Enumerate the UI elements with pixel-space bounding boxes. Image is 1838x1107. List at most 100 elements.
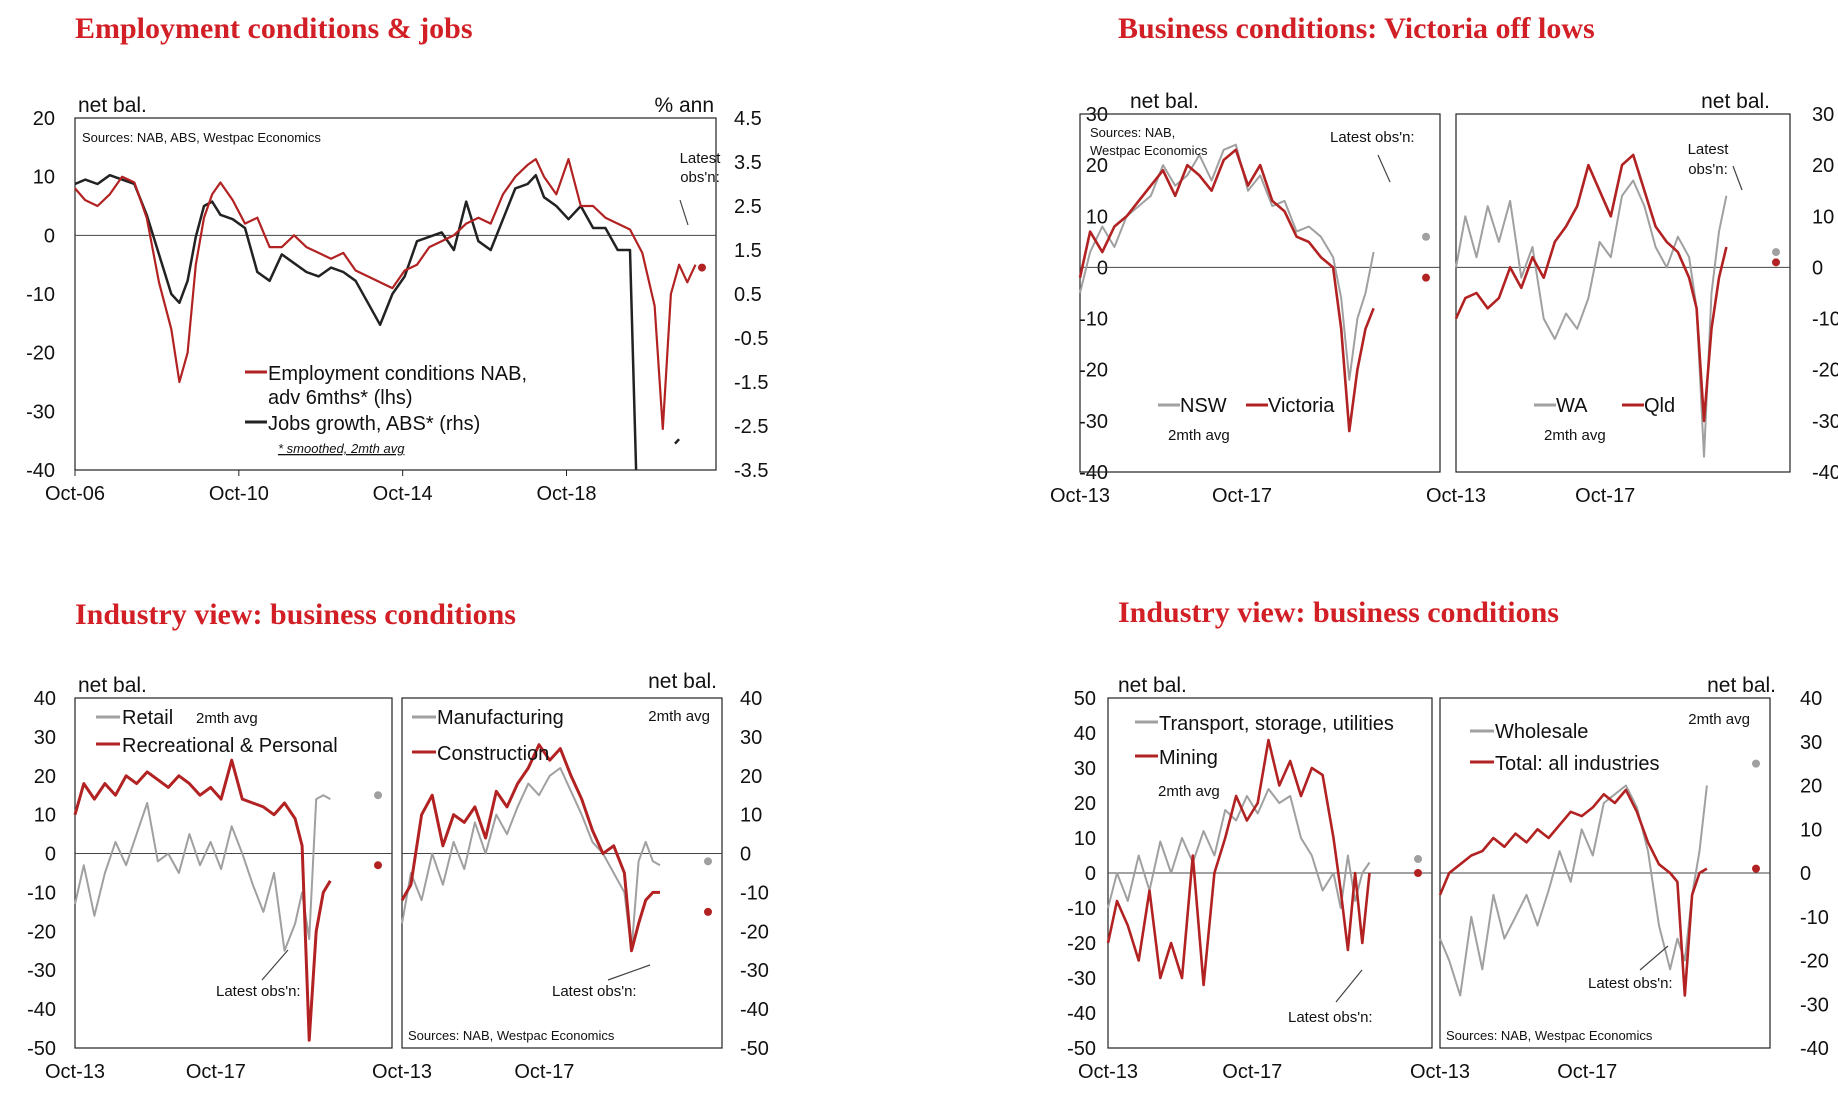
y-tick-label-left: 40 [34, 688, 56, 710]
y-tick-label-left: 10 [34, 805, 56, 827]
x-tick-label: Oct-13 [45, 1061, 105, 1083]
series-qld [1454, 153, 1728, 423]
annotation-pointer [261, 949, 289, 981]
y-tick-label-left: -40 [27, 999, 56, 1021]
legend-label: Qld [1644, 395, 1675, 417]
x-tick-label: Oct-17 [1557, 1061, 1617, 1083]
latest-point [1414, 855, 1422, 863]
source-note: Westpac Economics [1090, 143, 1208, 158]
y-tick-label-right: -40 [1812, 462, 1838, 484]
y-tick-label-right: 10 [740, 805, 762, 827]
x-tick-label: Oct-14 [373, 483, 433, 505]
y-tick-label-right: 10 [1812, 206, 1834, 228]
source-note: Sources: NAB, [1090, 125, 1175, 140]
y-tick-label-right: -30 [740, 960, 769, 982]
y-tick-label-left: 20 [1086, 155, 1108, 177]
y-tick-label-right: -50 [740, 1038, 769, 1060]
chart-title-business-conditions: Business conditions: Victoria off lows [1118, 12, 1595, 45]
latest-point [1752, 864, 1760, 873]
y-tick-label-left: 20 [34, 766, 56, 788]
source-note: Sources: NAB, ABS, Westpac Economics [82, 130, 321, 145]
annotation-label: Latest obs'n: [1330, 129, 1415, 146]
y-tick-label-right: -1.5 [734, 372, 768, 394]
series-wholesale [1439, 784, 1708, 997]
annotation-label: Latest obs'n: [552, 983, 637, 1000]
y-tick-label-right: 1.5 [734, 240, 762, 262]
y-tick-label-left: 0 [45, 844, 56, 866]
annotation-pointer [1335, 969, 1363, 1003]
latest-point [1772, 258, 1780, 267]
latest-point [1422, 232, 1430, 241]
y-tick-label-left: 10 [1086, 206, 1108, 228]
series-recreational-personal [73, 758, 332, 1042]
plot-frame [401, 697, 723, 1049]
legend-label: Transport, storage, utilities [1159, 713, 1394, 735]
y-tick-label-left: -40 [1079, 462, 1108, 484]
y-axis-label-right: net bal. [1707, 674, 1776, 697]
plot-frame [1455, 113, 1791, 473]
series-note: 2mth avg [1158, 783, 1220, 800]
y-tick-label-left: -10 [27, 882, 56, 904]
y-tick-label-right: 40 [1800, 688, 1822, 710]
annotation-pointer [1732, 165, 1743, 191]
latest-point [704, 857, 712, 866]
y-tick-label-left: -10 [1067, 898, 1096, 920]
x-tick-label: Oct-06 [45, 483, 105, 505]
series-mining [1106, 738, 1371, 987]
series-jobs-growth [74, 173, 638, 471]
y-tick-label-left: 10 [33, 167, 55, 189]
y-axis-label-right: % ann [654, 94, 714, 117]
y-tick-label-right: -40 [740, 999, 769, 1021]
y-tick-label-left: -40 [26, 460, 55, 482]
y-tick-label-left: 30 [34, 727, 56, 749]
series-construction [400, 743, 660, 953]
y-tick-label-right: 0 [740, 844, 751, 866]
series-note: 2mth avg [1544, 427, 1606, 444]
y-tick-label-right: -3.5 [734, 460, 768, 482]
chart-title-industry-right: Industry view: business conditions [1118, 596, 1559, 629]
y-tick-label-right: 30 [740, 727, 762, 749]
x-tick-label: Oct-10 [209, 483, 269, 505]
y-tick-label-right: -10 [1800, 907, 1829, 929]
y-tick-label-left: -30 [1079, 411, 1108, 433]
x-tick-label: Oct-13 [1426, 485, 1486, 507]
x-tick-label: Oct-17 [1212, 485, 1272, 507]
y-tick-label-right: -0.5 [734, 328, 768, 350]
y-tick-label-right: 20 [740, 766, 762, 788]
series-note: 2mth avg [1688, 711, 1750, 728]
latest-point-red [698, 263, 706, 272]
plot-frame [74, 697, 393, 1049]
y-tick-label-right: -40 [1800, 1038, 1829, 1060]
y-tick-label-left: 20 [33, 108, 55, 130]
y-tick-label-right: 20 [1812, 155, 1834, 177]
y-tick-label-left: 10 [1074, 828, 1096, 850]
y-tick-label-right: 0 [1800, 863, 1811, 885]
y-axis-label-left: net bal. [1130, 90, 1199, 113]
y-tick-label-right: -20 [1812, 360, 1838, 382]
y-tick-label-left: -30 [27, 960, 56, 982]
annotation-pointer [1639, 945, 1669, 971]
x-tick-label: Oct-13 [1050, 485, 1110, 507]
y-tick-label-left: -10 [1079, 309, 1108, 331]
y-tick-label-right: 2.5 [734, 196, 762, 218]
latest-point [704, 907, 712, 916]
legend-label: Total: all industries [1495, 753, 1660, 775]
x-tick-label: Oct-13 [1410, 1061, 1470, 1083]
y-tick-label-right: 30 [1800, 732, 1822, 754]
series-total-all-industries [1438, 788, 1708, 997]
latest-point [374, 861, 382, 870]
x-tick-label: Oct-17 [1575, 485, 1635, 507]
legend-label: Jobs growth, ABS* (rhs) [268, 413, 480, 435]
legend-label: adv 6mths* (lhs) [268, 387, 413, 409]
legend-label: Employment conditions NAB, [268, 363, 527, 385]
latest-point [1752, 759, 1760, 768]
y-tick-label-left: -30 [26, 401, 55, 423]
y-tick-label-right: -10 [1812, 309, 1838, 331]
y-tick-label-left: -30 [1067, 968, 1096, 990]
y-tick-label-left: 30 [1074, 758, 1096, 780]
x-tick-label: Oct-17 [514, 1061, 574, 1083]
y-tick-label-left: 20 [1074, 793, 1096, 815]
x-tick-label: Oct-13 [1078, 1061, 1138, 1083]
y-tick-label-right: -30 [1800, 994, 1829, 1016]
